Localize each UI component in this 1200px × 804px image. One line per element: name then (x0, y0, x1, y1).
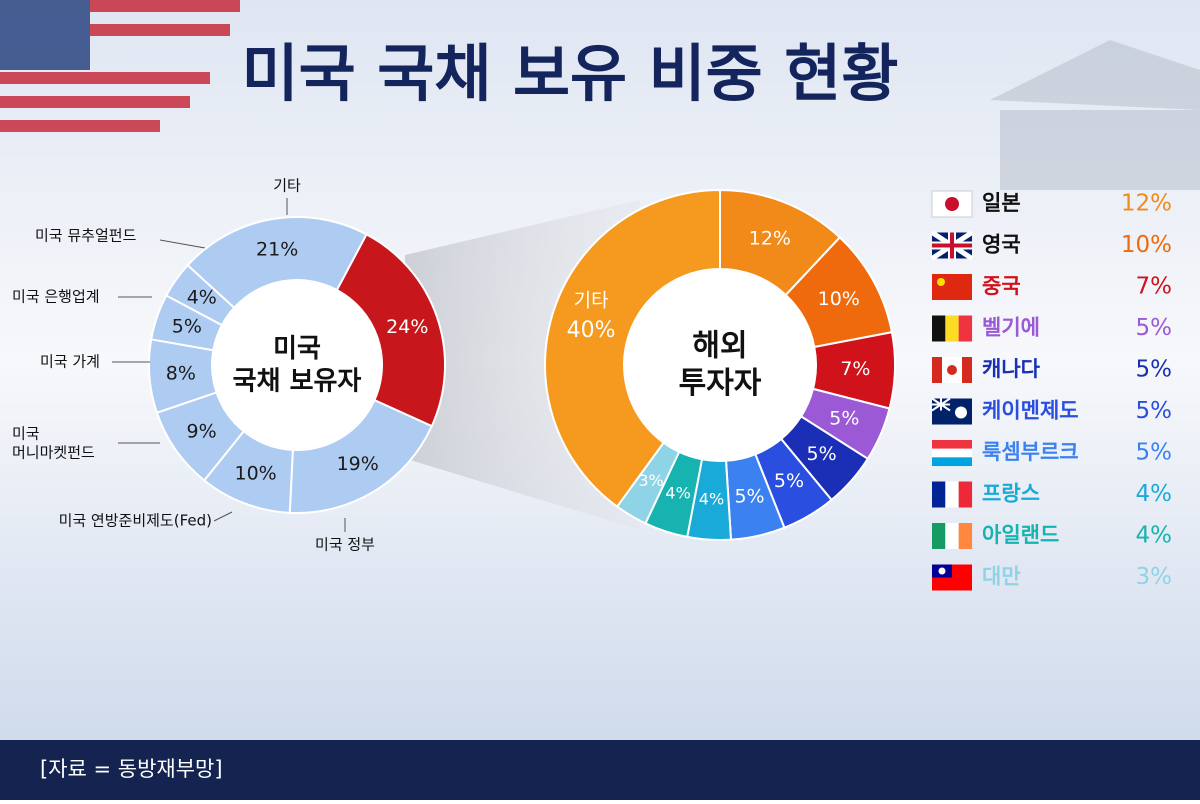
value-label: 5% (774, 470, 804, 492)
legend-flag (932, 274, 972, 300)
value-label: 12% (749, 228, 791, 250)
legend-value: 10% (1121, 232, 1172, 258)
legend-value: 3% (1136, 564, 1173, 590)
legend-value: 12% (1121, 191, 1172, 217)
center-label: 해외 투자자 (679, 328, 762, 401)
legend-flag (932, 315, 973, 342)
legend-flag (932, 440, 972, 467)
value-label: 10% (235, 462, 277, 484)
leader-line (159, 239, 206, 249)
legend-value: 5% (1136, 440, 1173, 466)
legend-flag (932, 523, 973, 549)
flag-part (932, 232, 972, 259)
legend-flag (932, 357, 972, 383)
flag-part (932, 315, 946, 342)
value-label: 5% (829, 407, 859, 429)
flag-part (947, 365, 957, 375)
category-label: 미국 머니마켓펀드 (12, 424, 95, 461)
legend-name: 프랑스 (982, 482, 1040, 506)
donut-hole (213, 281, 381, 449)
category-label: 미국 은행업계 (12, 288, 100, 306)
category-label: 미국 뮤추얼펀드 (35, 227, 137, 245)
donut-hole (625, 270, 815, 460)
flag-part (955, 406, 967, 419)
legend-name: 아일랜드 (982, 523, 1059, 547)
legend-value: 5% (1136, 398, 1173, 424)
flag-part (958, 523, 973, 549)
flag-part (932, 357, 942, 383)
legend-value: 4% (1136, 481, 1173, 507)
legend-flag (931, 190, 973, 218)
value-label: 4% (187, 286, 217, 308)
flag-part (945, 523, 959, 549)
legend-flag (932, 481, 973, 508)
legend-name: 대만 (982, 565, 1021, 589)
category-label: 미국 연방준비제도(Fed) (59, 512, 212, 530)
legend-value: 4% (1136, 523, 1173, 549)
center-label: 미국 국채 보유자 (233, 333, 362, 396)
value-label: 3% (638, 471, 663, 490)
legend-value: 7% (1136, 274, 1173, 300)
flag-part (937, 278, 945, 286)
source: [자료 = 동방재부망] (40, 757, 223, 781)
donut-segment (186, 216, 368, 310)
value-label: 9% (186, 420, 216, 442)
flag-part (932, 481, 946, 508)
legend-flag (930, 230, 974, 261)
leader-line (213, 511, 233, 522)
donut-segment (335, 232, 446, 428)
flag-part (958, 315, 973, 342)
legend-name: 룩셈부르크 (982, 440, 1079, 464)
legend-name: 일본 (982, 191, 1021, 215)
segment-category: 기타 (574, 290, 609, 312)
flag-part (958, 481, 973, 508)
flag-part (938, 567, 946, 575)
flag-decoration (0, 0, 240, 132)
legend-value: 5% (1136, 315, 1173, 341)
legend-name: 캐나다 (982, 357, 1041, 381)
value-label: 7% (840, 358, 870, 380)
charts: 24% 19% 미국 정부 10% 미국 연방준비제도(Fed) 9% 미국 머니마켓펀드 8%… (12, 177, 896, 554)
flag-part (945, 197, 959, 211)
legend: 일본 12% 영국 10% 중국 7% 벨기에 5% 캐나다 5% 케이멘제도 5% 룩셈부르크 5% 프랑… (930, 190, 1173, 591)
value-label: 5% (734, 486, 764, 508)
flag-part (932, 448, 972, 458)
category-label: 미국 가계 (40, 353, 100, 371)
category-label: 미국 정부 (315, 536, 375, 554)
legend-flag (932, 564, 972, 591)
flag-part (932, 274, 972, 300)
flag-part (931, 397, 951, 412)
value-label: 8% (166, 362, 196, 384)
title: 미국 국채 보유 비중 현황 (242, 37, 899, 110)
value-label: 40% (567, 318, 616, 343)
flag-part (945, 315, 959, 342)
flag-part (932, 523, 946, 549)
legend-name: 케이멘제도 (982, 399, 1079, 423)
value-label: 4% (699, 490, 724, 509)
legend-name: 영국 (982, 233, 1021, 257)
category-label: 기타 (273, 177, 301, 195)
legend-name: 중국 (982, 274, 1021, 298)
value-label: 24% (386, 316, 428, 338)
flag-part (932, 440, 972, 449)
value-label: 19% (337, 453, 379, 475)
value-label: 4% (665, 483, 690, 502)
value-label: 10% (818, 288, 860, 310)
donut-segment (544, 188, 721, 508)
legend-value: 5% (1136, 357, 1173, 383)
flag-part (962, 357, 972, 383)
value-label: 21% (256, 239, 298, 261)
value-label: 5% (807, 443, 837, 465)
flag-part (945, 481, 959, 508)
value-label: 5% (172, 316, 202, 338)
flag-part (932, 457, 972, 467)
building-decoration (990, 40, 1200, 190)
legend-name: 벨기에 (982, 316, 1040, 340)
footer-bar (0, 740, 1200, 800)
legend-flag (931, 397, 972, 425)
